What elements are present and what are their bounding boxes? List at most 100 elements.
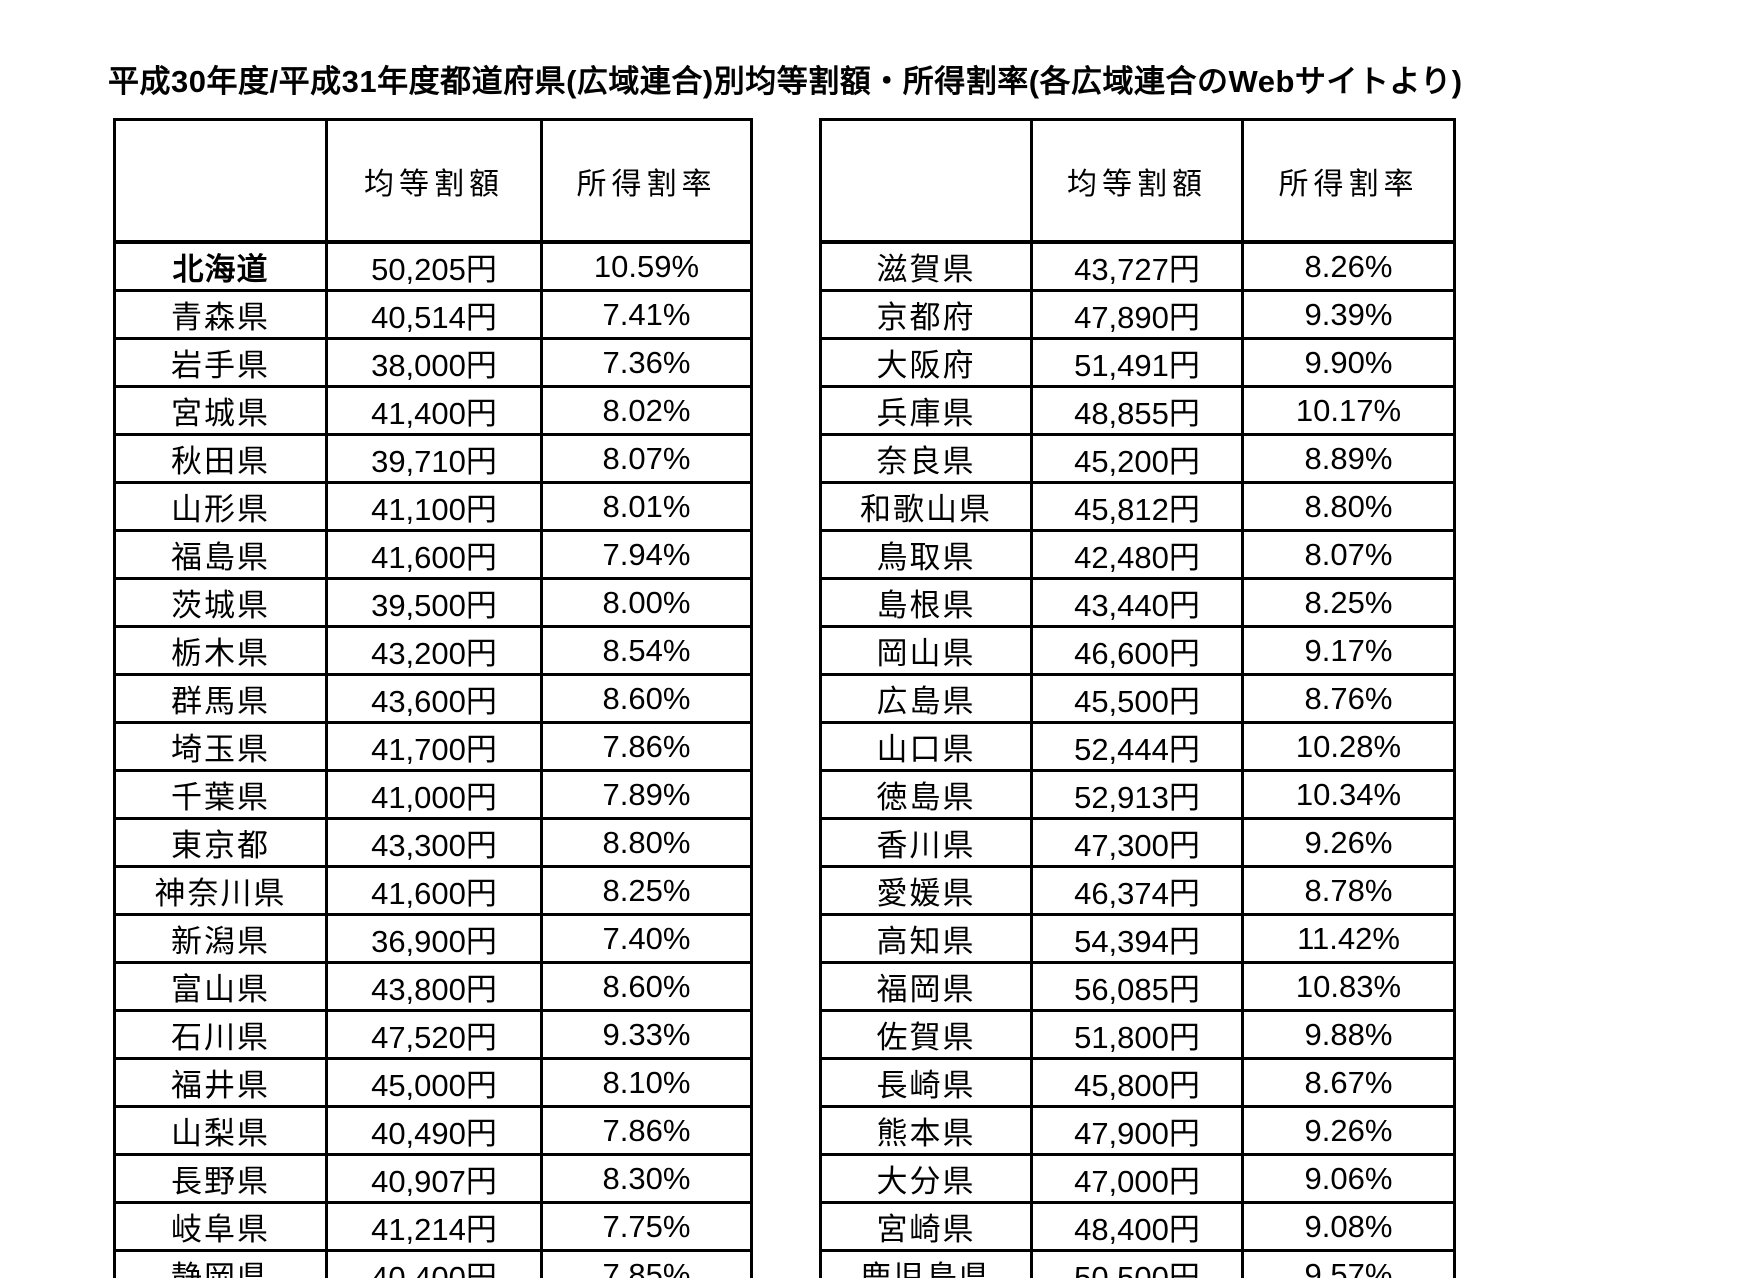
per-capita-amount: 52,913円 xyxy=(1030,769,1244,820)
prefecture-name: 徳島県 xyxy=(819,769,1033,820)
table-row: 広島県 45,500円 8.76% xyxy=(819,673,1456,724)
income-rate: 7.85% xyxy=(540,1249,753,1278)
prefecture-name: 和歌山県 xyxy=(819,481,1033,532)
per-capita-amount: 48,855円 xyxy=(1030,385,1244,436)
table-row: 宮崎県 48,400円 9.08% xyxy=(819,1201,1456,1252)
per-capita-amount: 41,600円 xyxy=(325,529,543,580)
table-row: 鹿児島県 50,500円 9.57% xyxy=(819,1249,1456,1278)
table-row: 東京都 43,300円 8.80% xyxy=(113,817,753,868)
table-row: 福井県 45,000円 8.10% xyxy=(113,1057,753,1108)
table-row: 神奈川県 41,600円 8.25% xyxy=(113,865,753,916)
income-rate: 10.28% xyxy=(1241,721,1456,772)
table-row: 佐賀県 51,800円 9.88% xyxy=(819,1009,1456,1060)
per-capita-amount: 50,205円 xyxy=(325,240,543,292)
income-rate: 8.07% xyxy=(540,433,753,484)
income-rate: 8.80% xyxy=(540,817,753,868)
column-header-blank xyxy=(113,118,328,244)
table-row: 栃木県 43,200円 8.54% xyxy=(113,625,753,676)
income-rate: 8.02% xyxy=(540,385,753,436)
prefecture-name: 京都府 xyxy=(819,289,1033,340)
prefecture-name: 茨城県 xyxy=(113,577,328,628)
per-capita-amount: 45,500円 xyxy=(1030,673,1244,724)
table-row: 島根県 43,440円 8.25% xyxy=(819,577,1456,628)
per-capita-amount: 36,900円 xyxy=(325,913,543,964)
prefecture-name: 鳥取県 xyxy=(819,529,1033,580)
prefecture-name: 新潟県 xyxy=(113,913,328,964)
table-row: 徳島県 52,913円 10.34% xyxy=(819,769,1456,820)
prefecture-name: 鹿児島県 xyxy=(819,1249,1033,1278)
income-rate: 9.17% xyxy=(1241,625,1456,676)
table-row: 京都府 47,890円 9.39% xyxy=(819,289,1456,340)
table-row: 香川県 47,300円 9.26% xyxy=(819,817,1456,868)
per-capita-amount: 43,800円 xyxy=(325,961,543,1012)
table-row: 福岡県 56,085円 10.83% xyxy=(819,961,1456,1012)
fee-table-left: 均等割額 所得割率 北海道 50,205円 10.59% 青森県 40,514円 7.41… xyxy=(113,118,753,1278)
per-capita-amount: 38,000円 xyxy=(325,337,543,388)
income-rate: 8.10% xyxy=(540,1057,753,1108)
income-rate: 8.80% xyxy=(1241,481,1456,532)
income-rate: 8.54% xyxy=(540,625,753,676)
per-capita-amount: 51,491円 xyxy=(1030,337,1244,388)
income-rate: 8.60% xyxy=(540,961,753,1012)
income-rate: 10.59% xyxy=(540,240,753,292)
prefecture-name: 岩手県 xyxy=(113,337,328,388)
income-rate: 8.00% xyxy=(540,577,753,628)
table-row: 山梨県 40,490円 7.86% xyxy=(113,1105,753,1156)
prefecture-name: 静岡県 xyxy=(113,1249,328,1278)
income-rate: 8.78% xyxy=(1241,865,1456,916)
table-row: 愛媛県 46,374円 8.78% xyxy=(819,865,1456,916)
prefecture-name: 神奈川県 xyxy=(113,865,328,916)
income-rate: 7.75% xyxy=(540,1201,753,1252)
prefecture-name: 広島県 xyxy=(819,673,1033,724)
prefecture-name: 愛媛県 xyxy=(819,865,1033,916)
table-row: 富山県 43,800円 8.60% xyxy=(113,961,753,1012)
column-header-blank xyxy=(819,118,1033,244)
per-capita-amount: 41,100円 xyxy=(325,481,543,532)
prefecture-name: 山口県 xyxy=(819,721,1033,772)
per-capita-amount: 47,890円 xyxy=(1030,289,1244,340)
income-rate: 8.01% xyxy=(540,481,753,532)
table-row: 大分県 47,000円 9.06% xyxy=(819,1153,1456,1204)
prefecture-name: 群馬県 xyxy=(113,673,328,724)
income-rate: 7.36% xyxy=(540,337,753,388)
table-row: 青森県 40,514円 7.41% xyxy=(113,289,753,340)
table-row: 秋田県 39,710円 8.07% xyxy=(113,433,753,484)
income-rate: 7.86% xyxy=(540,1105,753,1156)
table-row: 岡山県 46,600円 9.17% xyxy=(819,625,1456,676)
per-capita-amount: 47,300円 xyxy=(1030,817,1244,868)
income-rate: 7.41% xyxy=(540,289,753,340)
prefecture-name: 岐阜県 xyxy=(113,1201,328,1252)
table-row: 茨城県 39,500円 8.00% xyxy=(113,577,753,628)
income-rate: 8.67% xyxy=(1241,1057,1456,1108)
right-table-body: 滋賀県 43,727円 8.26% 京都府 47,890円 9.39% 大阪府 51,491円… xyxy=(819,240,1456,1278)
column-header-amount: 均等割額 xyxy=(1030,118,1244,244)
prefecture-name: 青森県 xyxy=(113,289,328,340)
table-row: 山形県 41,100円 8.01% xyxy=(113,481,753,532)
per-capita-amount: 41,000円 xyxy=(325,769,543,820)
page-title: 平成30年度/平成31年度都道府県(広域連合)別均等割額・所得割率(各広域連合の… xyxy=(108,64,1463,99)
per-capita-amount: 40,514円 xyxy=(325,289,543,340)
income-rate: 9.33% xyxy=(540,1009,753,1060)
per-capita-amount: 39,500円 xyxy=(325,577,543,628)
table-row: 石川県 47,520円 9.33% xyxy=(113,1009,753,1060)
per-capita-amount: 41,400円 xyxy=(325,385,543,436)
table-row: 高知県 54,394円 11.42% xyxy=(819,913,1456,964)
per-capita-amount: 43,300円 xyxy=(325,817,543,868)
income-rate: 7.86% xyxy=(540,721,753,772)
prefecture-name: 福島県 xyxy=(113,529,328,580)
table-row: 鳥取県 42,480円 8.07% xyxy=(819,529,1456,580)
income-rate: 8.60% xyxy=(540,673,753,724)
prefecture-name: 石川県 xyxy=(113,1009,328,1060)
income-rate: 8.89% xyxy=(1241,433,1456,484)
prefecture-name: 埼玉県 xyxy=(113,721,328,772)
income-rate: 8.26% xyxy=(1241,240,1456,292)
table-row: 群馬県 43,600円 8.60% xyxy=(113,673,753,724)
table-row: 山口県 52,444円 10.28% xyxy=(819,721,1456,772)
income-rate: 9.39% xyxy=(1241,289,1456,340)
table-row: 北海道 50,205円 10.59% xyxy=(113,240,753,292)
table-row: 和歌山県 45,812円 8.80% xyxy=(819,481,1456,532)
table-row: 滋賀県 43,727円 8.26% xyxy=(819,240,1456,292)
prefecture-name: 富山県 xyxy=(113,961,328,1012)
income-rate: 9.88% xyxy=(1241,1009,1456,1060)
